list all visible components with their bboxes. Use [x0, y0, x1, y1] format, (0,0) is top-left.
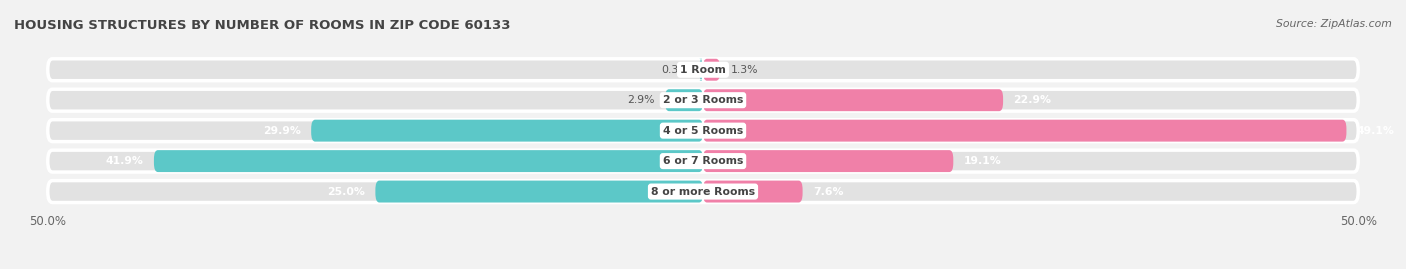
Text: 49.1%: 49.1% — [1357, 126, 1395, 136]
FancyBboxPatch shape — [48, 120, 1358, 141]
FancyBboxPatch shape — [699, 59, 703, 81]
Text: 0.3%: 0.3% — [661, 65, 689, 75]
Text: 25.0%: 25.0% — [328, 186, 366, 197]
FancyBboxPatch shape — [311, 120, 703, 141]
FancyBboxPatch shape — [665, 89, 703, 111]
Text: 29.9%: 29.9% — [263, 126, 301, 136]
FancyBboxPatch shape — [48, 180, 1358, 203]
Text: 19.1%: 19.1% — [963, 156, 1001, 166]
FancyBboxPatch shape — [48, 59, 1358, 81]
Text: Source: ZipAtlas.com: Source: ZipAtlas.com — [1277, 19, 1392, 29]
FancyBboxPatch shape — [48, 89, 1358, 111]
Text: 2 or 3 Rooms: 2 or 3 Rooms — [662, 95, 744, 105]
FancyBboxPatch shape — [703, 120, 1347, 141]
FancyBboxPatch shape — [153, 150, 703, 172]
Text: 2.9%: 2.9% — [627, 95, 655, 105]
Text: 41.9%: 41.9% — [105, 156, 143, 166]
Text: 1.3%: 1.3% — [731, 65, 758, 75]
FancyBboxPatch shape — [48, 150, 1358, 172]
Text: 22.9%: 22.9% — [1014, 95, 1052, 105]
Text: 6 or 7 Rooms: 6 or 7 Rooms — [662, 156, 744, 166]
FancyBboxPatch shape — [703, 150, 953, 172]
Text: 1 Room: 1 Room — [681, 65, 725, 75]
Text: 8 or more Rooms: 8 or more Rooms — [651, 186, 755, 197]
FancyBboxPatch shape — [375, 180, 703, 203]
FancyBboxPatch shape — [703, 180, 803, 203]
FancyBboxPatch shape — [703, 89, 1002, 111]
Text: 4 or 5 Rooms: 4 or 5 Rooms — [662, 126, 744, 136]
FancyBboxPatch shape — [703, 59, 720, 81]
Text: HOUSING STRUCTURES BY NUMBER OF ROOMS IN ZIP CODE 60133: HOUSING STRUCTURES BY NUMBER OF ROOMS IN… — [14, 19, 510, 32]
Text: 7.6%: 7.6% — [813, 186, 844, 197]
